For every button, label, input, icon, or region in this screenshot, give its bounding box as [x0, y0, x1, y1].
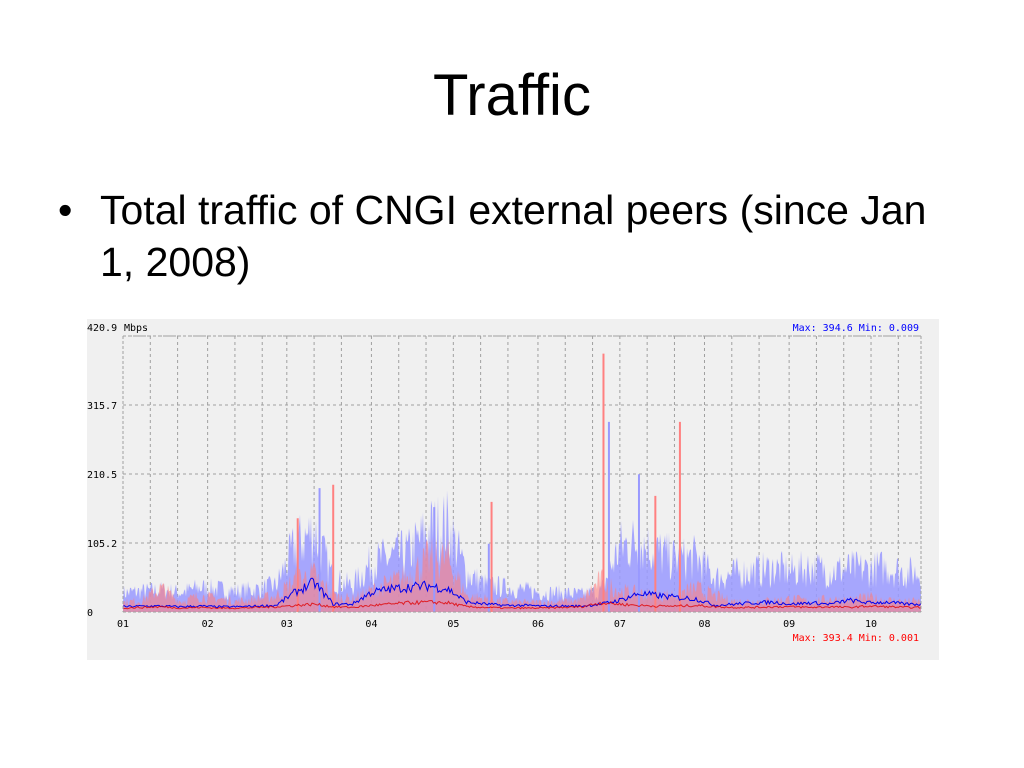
y-tick-top: 420.9	[87, 323, 117, 334]
y-tick-label: 315.7	[87, 401, 117, 412]
x-tick-label: 06	[532, 619, 544, 630]
y-tick-label: 210.5	[87, 470, 117, 481]
slide-title: Traffic	[433, 63, 591, 128]
bullet-text: Total traffic of CNGI external peers (si…	[100, 187, 927, 285]
axes: 0 105.2 210.5 315.7 01 02 03 04 05 06 07 08 09 10	[87, 335, 922, 630]
series-red-max-area	[123, 537, 921, 612]
x-tick-label: 03	[281, 619, 293, 630]
unit-label: Mbps	[124, 323, 148, 334]
x-tick-label: 08	[698, 619, 710, 630]
y-tick-label: 105.2	[87, 539, 117, 550]
x-tick-label: 10	[865, 619, 877, 630]
bullet-item: • Total traffic of CNGI external peers (…	[58, 184, 958, 288]
x-tick-label: 05	[447, 619, 459, 630]
data-layer	[122, 353, 922, 612]
series-red-avg-line	[122, 599, 922, 610]
legend-top: Max: 394.6 Min: 0.009	[793, 323, 919, 334]
x-tick-label: 07	[614, 619, 626, 630]
chart-svg: 0 105.2 210.5 315.7 01 02 03 04 05 06 07 08 09 10 420…	[87, 323, 922, 644]
x-tick-label: 09	[783, 619, 795, 630]
x-tick-label: 01	[117, 619, 129, 630]
bullet-icon: •	[58, 187, 73, 233]
x-tick-label: 02	[202, 619, 214, 630]
series-blue-max-area	[123, 490, 921, 612]
traffic-chart: 0 105.2 210.5 315.7 01 02 03 04 05 06 07 08 09 10 420…	[87, 319, 939, 660]
x-tick-label: 04	[365, 619, 377, 630]
y-tick-label: 0	[87, 608, 93, 619]
legend-bottom: Max: 393.4 Min: 0.001	[793, 633, 919, 644]
